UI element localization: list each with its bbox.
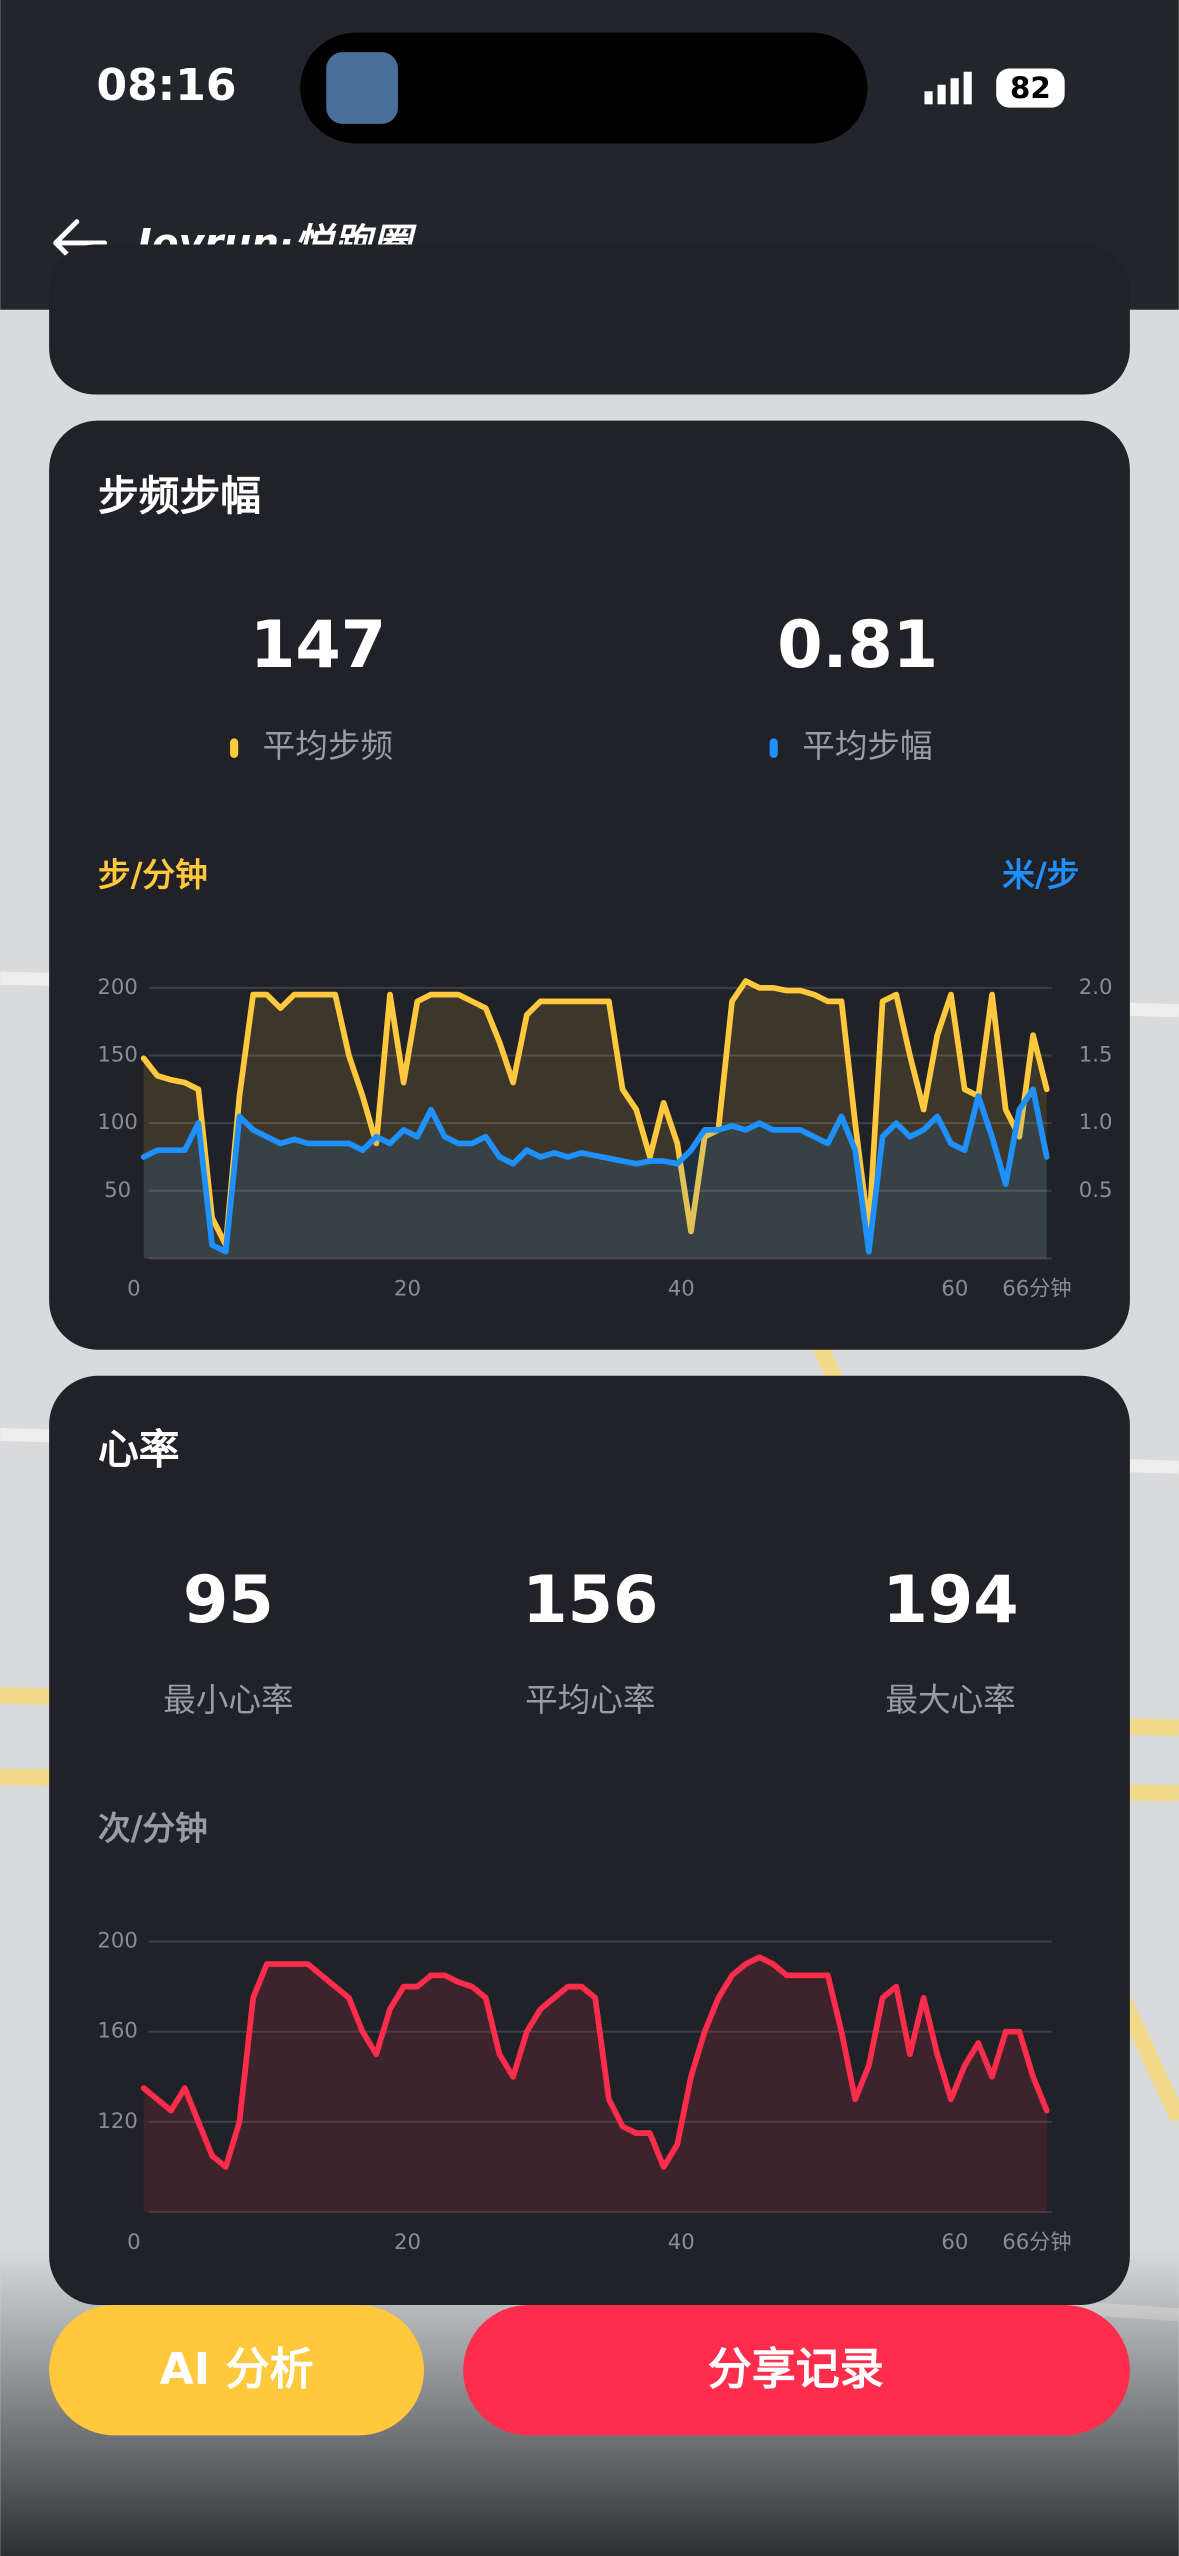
stat-value: 194 xyxy=(883,1562,1019,1638)
stat-label: 最小心率 xyxy=(163,1681,293,1719)
line xyxy=(140,1954,1050,2170)
area xyxy=(143,981,1047,1259)
x-tick-label: 60 xyxy=(941,2229,968,2254)
share-button-label[interactable]: 分享记录 xyxy=(708,2344,884,2395)
stat-label: 平均步频 xyxy=(263,727,393,765)
stat-value: 147 xyxy=(250,607,386,683)
card xyxy=(49,1375,1130,2305)
y-tick-label: 50 xyxy=(104,1177,131,1202)
card-title: 心率 xyxy=(98,1425,180,1473)
line xyxy=(140,978,1050,1248)
battery xyxy=(996,68,1065,108)
x-tick-label: 20 xyxy=(394,1275,421,1300)
x-tick-label: 40 xyxy=(668,1275,695,1300)
area xyxy=(143,1089,1047,1259)
stat-value: 0.81 xyxy=(777,607,938,683)
y-tick-label: 160 xyxy=(97,2018,137,2043)
y2-tick-label: 0.5 xyxy=(1079,1177,1113,1202)
x-tick-label: 40 xyxy=(668,2229,695,2254)
y-tick-label: 200 xyxy=(97,1928,137,1953)
x-tick-label: 0 xyxy=(127,2229,140,2254)
stat-value: 156 xyxy=(522,1562,658,1638)
y-tick-label: 150 xyxy=(97,1041,137,1066)
stat-label: 平均步幅 xyxy=(802,727,932,765)
y2-tick-label: 1.0 xyxy=(1079,1109,1113,1134)
x-tick-label: 60 xyxy=(941,1275,968,1300)
x-tick-label: 20 xyxy=(394,2229,421,2254)
album-art xyxy=(326,52,398,124)
y-tick-label: 200 xyxy=(97,974,137,999)
status-time: 08:16 xyxy=(96,60,236,111)
card-title: 步频步幅 xyxy=(98,472,261,520)
x-tick-label: 66分钟 xyxy=(1002,2229,1071,2254)
y-tick-label: 120 xyxy=(97,2108,137,2133)
y-axis-label: 次/分钟 xyxy=(98,1810,208,1848)
y2-tick-label: 1.5 xyxy=(1079,1041,1113,1066)
stat-label: 最大心率 xyxy=(885,1681,1015,1719)
card xyxy=(49,244,1130,395)
x-tick-label: 66分钟 xyxy=(1002,1275,1071,1300)
y-axis-label: 步/分钟 xyxy=(98,856,208,894)
y-tick-label: 100 xyxy=(97,1109,137,1134)
dynamic-island xyxy=(300,32,868,144)
legend-dot xyxy=(230,738,239,758)
signal-icon xyxy=(924,71,972,105)
stat-value: 95 xyxy=(183,1562,274,1638)
y2-tick-label: 2.0 xyxy=(1079,974,1113,999)
legend-dot xyxy=(769,738,778,758)
share-button[interactable] xyxy=(463,2304,1130,2436)
ai-button[interactable] xyxy=(49,2304,425,2436)
line xyxy=(140,1086,1050,1255)
area xyxy=(143,1957,1047,2213)
battery-level: 82 xyxy=(1010,71,1051,105)
card xyxy=(49,420,1130,1350)
y2-axis-label: 米/步 xyxy=(1002,856,1079,894)
x-tick-label: 0 xyxy=(127,1275,140,1300)
ai-button-label[interactable]: AI 分析 xyxy=(160,2344,314,2395)
stat-label: 平均心率 xyxy=(525,1681,655,1719)
